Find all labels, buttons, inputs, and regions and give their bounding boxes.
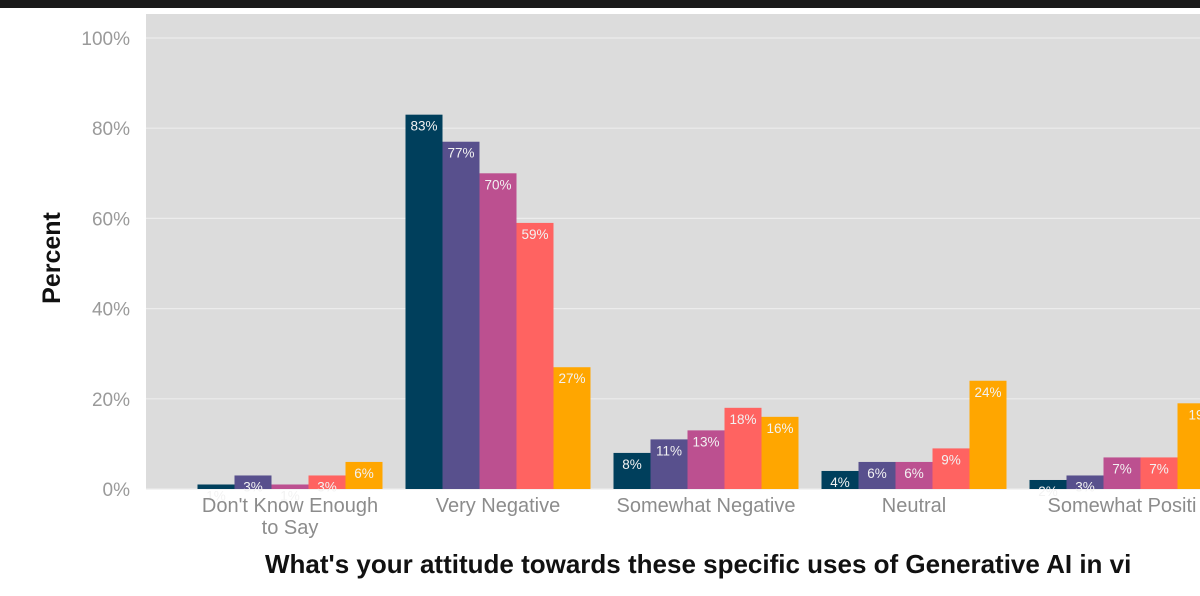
bar-data-label: 13% xyxy=(692,434,719,449)
x-category-label: Somewhat Negative xyxy=(617,495,796,517)
bar-data-label: 6% xyxy=(867,466,887,481)
bar-data-label: 4% xyxy=(830,475,850,490)
bar-data-label: 7% xyxy=(1149,461,1169,476)
bar xyxy=(895,461,933,489)
bar xyxy=(724,407,762,489)
bar xyxy=(1140,457,1178,489)
bar-data-label: 1% xyxy=(206,488,226,503)
bar xyxy=(1103,457,1141,489)
y-tick-label: 60% xyxy=(92,209,130,230)
bar-data-label: 9% xyxy=(941,452,961,467)
bar-data-label: 27% xyxy=(558,371,585,386)
bar xyxy=(613,452,651,489)
x-category-label: Somewhat Positi xyxy=(1048,495,1197,517)
bar-data-label: 3% xyxy=(317,479,337,494)
bar xyxy=(969,380,1007,489)
gridlines xyxy=(146,37,1200,490)
bar-data-label: 77% xyxy=(447,146,474,161)
bar-data-label: 2% xyxy=(1038,484,1058,499)
bar-data-label: 3% xyxy=(1075,479,1095,494)
bar-data-label: 19 xyxy=(1188,407,1200,422)
bar xyxy=(687,430,725,489)
bar xyxy=(234,475,272,489)
bar xyxy=(821,470,859,489)
bar xyxy=(516,222,554,489)
y-tick-label: 100% xyxy=(81,29,130,50)
bar-chart: 1% 3% 1% 3% 6% 83% 77% 70% 59% 27% 8% 11% 13% 18% 16% 4… xyxy=(38,14,1200,579)
bar xyxy=(479,173,517,490)
bar xyxy=(345,461,383,489)
chart-frame: 1% 3% 1% 3% 6% 83% 77% 70% 59% 27% 8% 11% 13% 18% 16% 4… xyxy=(0,8,1200,596)
y-tick-label: 80% xyxy=(92,119,130,140)
bar-data-label: 70% xyxy=(484,177,511,192)
bar xyxy=(308,475,346,489)
x-category-label: Don't Know Enough to Say xyxy=(202,495,378,539)
bar-data-label: 83% xyxy=(410,119,437,134)
bar xyxy=(271,484,309,489)
x-axis-categories: Don't Know Enough to Say Very Negative Some… xyxy=(202,495,1197,539)
data-labels: 1% 3% 1% 3% 6% 83% 77% 70% 59% 27% 8% 11% 13% 18% 16% 4… xyxy=(206,119,1200,504)
plot-panel xyxy=(146,14,1200,489)
bar xyxy=(858,461,896,489)
bar-data-label: 3% xyxy=(243,479,263,494)
bar-data-label: 6% xyxy=(354,466,374,481)
bar xyxy=(442,141,480,490)
bars xyxy=(197,114,1200,490)
bar-data-label: 1% xyxy=(280,488,300,503)
bar-data-label: 18% xyxy=(729,412,756,427)
bar xyxy=(197,484,235,489)
bar xyxy=(761,416,799,489)
bar-data-label: 8% xyxy=(622,457,642,472)
y-tick-label: 0% xyxy=(103,480,131,501)
y-tick-label: 20% xyxy=(92,390,130,411)
bar-data-label: 24% xyxy=(974,385,1001,400)
bar xyxy=(1066,475,1104,489)
x-axis-label: What's your attitude towards these speci… xyxy=(265,549,1131,579)
bar xyxy=(553,367,591,489)
bar-data-label: 6% xyxy=(904,466,924,481)
bar xyxy=(650,439,688,489)
y-axis-label: Percent xyxy=(38,211,66,303)
bar xyxy=(932,448,970,489)
bar xyxy=(405,114,443,490)
bar-data-label: 7% xyxy=(1112,461,1132,476)
y-axis-ticks: 0% 20% 40% 60% 80% 100% xyxy=(81,29,130,501)
bar xyxy=(1177,403,1200,489)
x-category-label: Very Negative xyxy=(436,495,561,517)
x-category-label: Neutral xyxy=(882,495,946,517)
bar xyxy=(1029,479,1067,489)
bar-data-label: 16% xyxy=(766,421,793,436)
bar-data-label: 59% xyxy=(521,227,548,242)
bar-data-label: 11% xyxy=(656,443,682,458)
y-tick-label: 40% xyxy=(92,300,130,321)
